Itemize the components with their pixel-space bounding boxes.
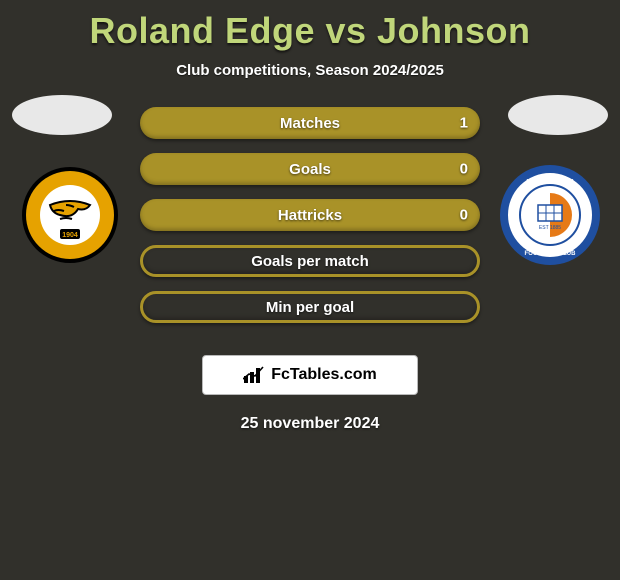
stat-bar-min-per-goal: Min per goal — [140, 291, 480, 323]
stat-label: Goals per match — [251, 253, 369, 270]
player-avatar-left — [12, 95, 112, 135]
stat-bar-matches: Matches 1 — [140, 107, 480, 139]
svg-text:LUTON TOWN: LUTON TOWN — [526, 179, 573, 186]
svg-text:FOOTBALL CLUB: FOOTBALL CLUB — [525, 251, 577, 257]
page-subtitle: Club competitions, Season 2024/2025 — [0, 62, 620, 79]
brand-badge[interactable]: FcTables.com — [202, 355, 418, 395]
stat-bar-goals-per-match: Goals per match — [140, 245, 480, 277]
page-title: Roland Edge vs Johnson — [0, 0, 620, 52]
stat-label: Matches — [280, 115, 340, 132]
stat-bar-goals: Goals 0 — [140, 153, 480, 185]
stat-label: Min per goal — [266, 299, 354, 316]
svg-text:EST 1885: EST 1885 — [539, 225, 561, 231]
bar-chart-icon — [243, 366, 265, 384]
stats-column: Matches 1 Goals 0 Hattricks 0 Goals per … — [140, 107, 480, 337]
stat-value-right: 1 — [460, 115, 468, 132]
stat-value-right: 0 — [460, 161, 468, 178]
stat-label: Goals — [289, 161, 331, 178]
club-badge-right: LUTON TOWN FOOTBALL CLUB EST 1885 — [500, 165, 600, 265]
comparison-area: 1904 LUTON TOWN FOOTBALL CLUB EST 1885 M… — [0, 107, 620, 337]
stat-bar-hattricks: Hattricks 0 — [140, 199, 480, 231]
brand-label: FcTables.com — [271, 366, 377, 384]
svg-text:1904: 1904 — [62, 232, 78, 239]
club-badge-left: 1904 — [20, 165, 120, 265]
stat-value-right: 0 — [460, 207, 468, 224]
date-line: 25 november 2024 — [0, 415, 620, 433]
stat-label: Hattricks — [278, 207, 342, 224]
player-avatar-right — [508, 95, 608, 135]
